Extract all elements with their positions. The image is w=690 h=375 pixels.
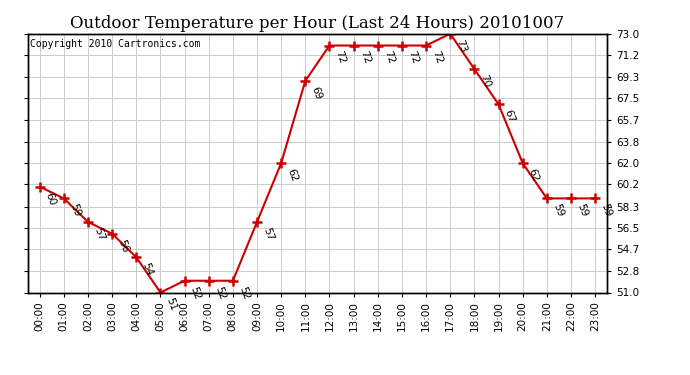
Text: 56: 56 [117, 238, 130, 254]
Text: 52: 52 [213, 285, 227, 301]
Text: 69: 69 [310, 85, 324, 101]
Text: 54: 54 [141, 261, 155, 277]
Text: 72: 72 [334, 50, 348, 66]
Text: Copyright 2010 Cartronics.com: Copyright 2010 Cartronics.com [30, 39, 201, 49]
Text: 60: 60 [44, 191, 58, 207]
Text: 59: 59 [600, 202, 613, 219]
Text: 72: 72 [406, 50, 420, 66]
Text: 59: 59 [575, 202, 589, 219]
Text: 57: 57 [262, 226, 275, 242]
Text: 67: 67 [503, 108, 517, 124]
Text: 70: 70 [479, 73, 493, 89]
Text: 72: 72 [382, 50, 396, 66]
Text: 72: 72 [358, 50, 372, 66]
Text: 72: 72 [431, 50, 444, 66]
Text: 52: 52 [237, 285, 251, 301]
Text: 57: 57 [92, 226, 106, 242]
Text: 73: 73 [455, 38, 469, 54]
Title: Outdoor Temperature per Hour (Last 24 Hours) 20101007: Outdoor Temperature per Hour (Last 24 Ho… [70, 15, 564, 32]
Text: 62: 62 [527, 167, 541, 183]
Text: 59: 59 [68, 202, 82, 219]
Text: 51: 51 [165, 297, 179, 312]
Text: 52: 52 [189, 285, 203, 301]
Text: 59: 59 [551, 202, 565, 219]
Text: 62: 62 [286, 167, 299, 183]
